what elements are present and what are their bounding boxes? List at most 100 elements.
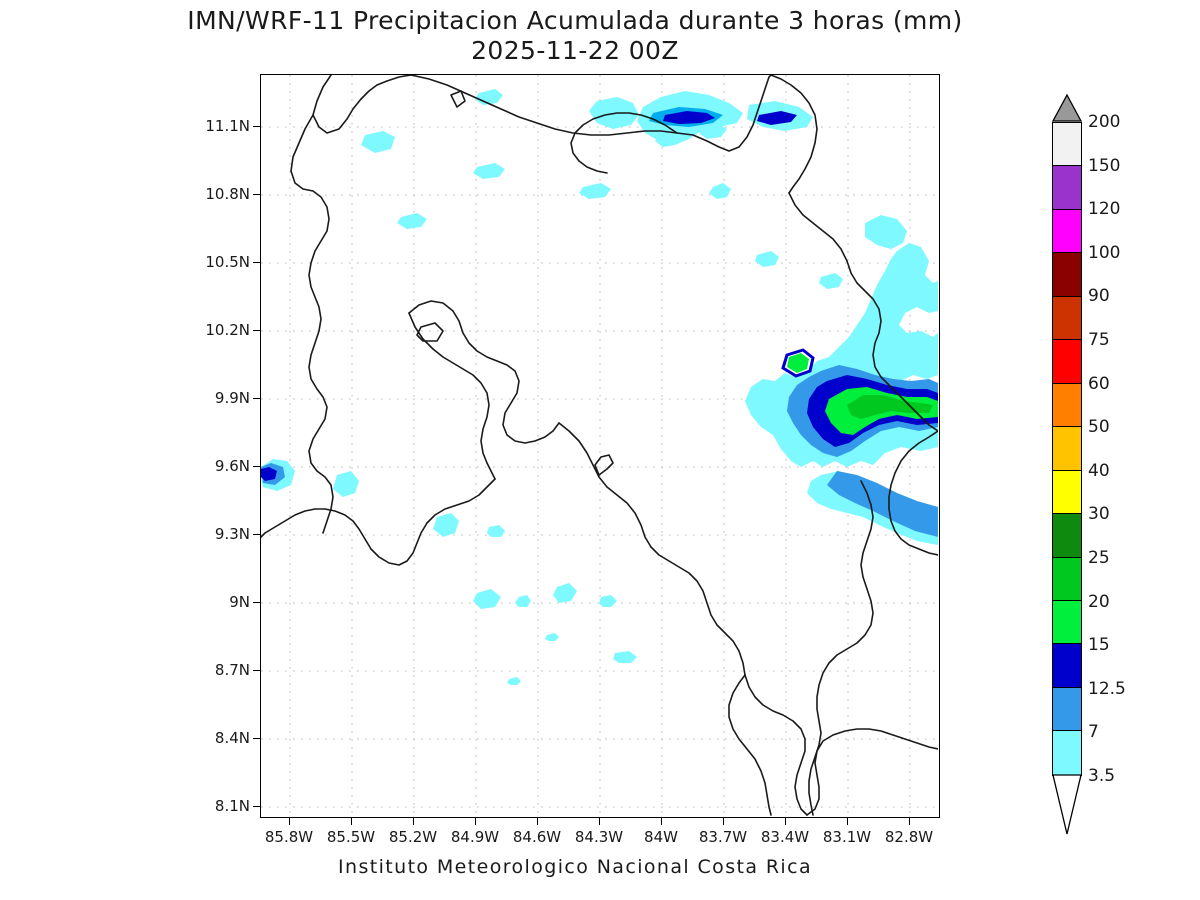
map-canvas: [261, 75, 938, 816]
coastlines: [261, 75, 938, 816]
y-tick: [253, 466, 260, 468]
precip-north-core-b: [663, 111, 715, 124]
y-axis-label: 8.1N: [214, 797, 250, 815]
y-tick: [253, 330, 260, 332]
y-axis-label: 10.8N: [205, 185, 250, 203]
precip-north-core-c: [757, 111, 797, 125]
colorbar-band: [1053, 253, 1081, 297]
coast-nicoya-south: [261, 478, 496, 566]
y-axis-label: 9.3N: [214, 525, 250, 543]
colorbar-tick-label: 7: [1088, 722, 1099, 743]
precip-pacific-dot-h: [545, 633, 559, 641]
x-axis-label: 82.8W: [884, 828, 934, 846]
precip-pacific-dot-c: [487, 525, 505, 537]
precip-islet-blue-ring: [781, 348, 815, 378]
precip-cyan-sliver-a: [819, 273, 843, 289]
x-tick: [785, 818, 787, 825]
x-tick: [289, 818, 291, 825]
coast-guanacaste: [290, 114, 334, 534]
precip-pacific-dot-f: [553, 583, 577, 603]
colorbar-tick-label: 3.5: [1088, 766, 1116, 786]
coast-central-pacific: [558, 422, 746, 676]
colorbar-band: [1053, 514, 1081, 558]
x-axis-label: 84.3W: [574, 828, 624, 846]
precip-pacific-dot-a: [333, 471, 359, 497]
precip-caribbean-north: [361, 89, 813, 229]
gridlines: [261, 75, 938, 816]
border-nicaragua-north: [410, 75, 772, 152]
precip-pacific-dot-j: [507, 677, 521, 685]
map-plot-area: [260, 74, 940, 818]
precip-band-25-green-core: [847, 395, 933, 419]
x-axis-label: 83.7W: [698, 828, 748, 846]
x-axis-label: 84W: [644, 828, 678, 846]
colorbar-under-arrow: [1052, 774, 1082, 835]
colorbar-tick-label: 12.5: [1088, 678, 1126, 699]
y-axis-label: 9N: [229, 593, 250, 611]
colorbar-bands: [1052, 122, 1082, 776]
colorbar: 200 150 120 100 90 75 60 50 40 30 25 20 15 12.5 7 3.5: [1052, 94, 1126, 835]
precip-north-dot-d: [397, 213, 427, 229]
border-nicaragua-east: [770, 75, 818, 194]
chart-title: IMN/WRF-11 Precipitacion Acumulada duran…: [0, 6, 1150, 65]
precip-north-dot-e: [579, 183, 611, 199]
coast-osa-golfo-dulce: [744, 674, 808, 816]
colorbar-tick-label: 20: [1088, 591, 1110, 612]
colorbar-band: [1053, 470, 1081, 515]
precip-north-dot-c: [473, 163, 505, 179]
precip-band-12p5-blue-lower: [827, 471, 938, 537]
x-axis-label: 85.2W: [388, 828, 438, 846]
colorbar-tick-label: 15: [1088, 635, 1110, 656]
colorbar-band: [1053, 123, 1081, 167]
precip-cyan-sliver-c: [709, 183, 731, 199]
y-axis-label: 8.4N: [214, 729, 250, 747]
x-tick: [351, 818, 353, 825]
y-tick: [253, 738, 260, 740]
coast-nicoya-west: [408, 300, 560, 444]
colorbar-band: [1053, 209, 1081, 254]
x-axis-label: 84.6W: [512, 828, 562, 846]
y-axis-label: 11.1N: [205, 117, 250, 135]
x-tick: [661, 818, 663, 825]
coast-nicoya-inner: [408, 312, 496, 480]
y-tick: [253, 194, 260, 196]
precip-pacific-dot-i: [613, 651, 637, 663]
colorbar-band: [1053, 557, 1081, 601]
colorbar-band: [1053, 687, 1081, 732]
precip-pacific-west-core: [261, 467, 277, 481]
precip-pacific-dot-g: [599, 595, 617, 607]
x-axis-label: 83.4W: [760, 828, 810, 846]
x-tick: [723, 818, 725, 825]
x-tick: [909, 818, 911, 825]
x-axis-label: 84.9W: [450, 828, 500, 846]
island-nicoya: [416, 322, 444, 342]
coast-golfo-dulce-inner: [728, 674, 772, 816]
precip-pacific-dot-e: [515, 595, 531, 607]
colorbar-tick-label: 90: [1088, 286, 1110, 307]
precip-north-dot-f: [655, 131, 681, 147]
colorbar-tick-label: 150: [1088, 155, 1121, 176]
precip-pacific-dot-d: [473, 589, 501, 609]
y-tick: [253, 602, 260, 604]
x-tick: [475, 818, 477, 825]
coast-inlet-detail: [594, 454, 614, 476]
precip-north-dot-b: [475, 89, 503, 105]
colorbar-band: [1053, 600, 1081, 645]
precip-pacific-cells: [261, 459, 637, 685]
x-tick: [847, 818, 849, 825]
colorbar-band: [1053, 340, 1081, 384]
precip-north-dot-g: [699, 123, 727, 139]
colorbar-tick-label: 30: [1088, 504, 1110, 525]
y-tick: [253, 534, 260, 536]
colorbar-tick-label: 100: [1088, 242, 1121, 263]
coast-osa-peninsula: [806, 728, 938, 816]
footer-credit: Instituto Meteorologico Nacional Costa R…: [338, 856, 812, 878]
x-axis-label: 83.1W: [822, 828, 872, 846]
precip-pacific-dot-b: [433, 513, 459, 537]
precip-caribbean-main: [709, 183, 938, 545]
island-north: [450, 90, 466, 108]
colorbar-tick-label: 60: [1088, 373, 1110, 394]
colorbar-tick-label: 50: [1088, 417, 1110, 438]
colorbar-band: [1053, 427, 1081, 471]
y-axis-label: 9.9N: [214, 389, 250, 407]
